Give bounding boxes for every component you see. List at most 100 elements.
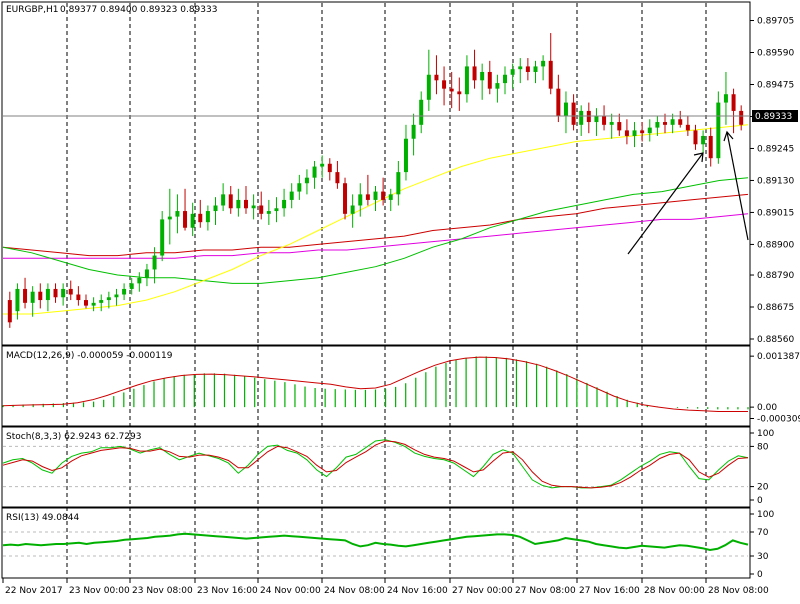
candle-body xyxy=(403,138,408,173)
candle-body xyxy=(693,130,698,145)
candle-body xyxy=(236,199,241,209)
candle-body xyxy=(541,60,546,67)
candle-body xyxy=(678,119,683,125)
macd-axis: 0.001387 0.00-0.000309 xyxy=(750,352,800,424)
sma-green-line xyxy=(2,177,749,284)
candle-body xyxy=(708,135,713,159)
time-tick-label: 27 Nov 00:00 xyxy=(452,586,513,596)
candle-body xyxy=(183,211,188,228)
candle-body xyxy=(122,288,127,295)
candle-body xyxy=(190,213,195,228)
candle-body xyxy=(563,102,568,117)
candle-body xyxy=(213,205,218,212)
candle-body xyxy=(160,219,165,256)
price-tick-label: 0.89705 xyxy=(757,17,794,27)
candle-body xyxy=(327,163,332,173)
candle-body xyxy=(503,74,508,84)
price-panel-frame xyxy=(1,1,751,346)
stoch-tick-label: 80 xyxy=(757,442,769,452)
candle-body xyxy=(15,288,20,312)
candle-body xyxy=(243,199,248,209)
candle-body xyxy=(282,199,287,209)
rsi-line xyxy=(2,532,749,552)
candle-body xyxy=(274,208,279,212)
candle-body xyxy=(640,130,645,134)
time-tick-label: 23 Nov 16:00 xyxy=(197,586,258,596)
candle-body xyxy=(23,288,28,303)
time-tick-label: 24 Nov 16:00 xyxy=(387,586,448,596)
candle-body xyxy=(426,74,431,100)
candle-body xyxy=(579,110,584,125)
arrow-up-line xyxy=(627,152,704,255)
candle-body xyxy=(30,291,35,303)
chart-header-symbol: EURGBP,H1 xyxy=(6,5,58,15)
candle-body xyxy=(419,99,424,125)
time-tick-label: 28 Nov 00:00 xyxy=(644,586,705,596)
price-tick-label: 0.89475 xyxy=(757,80,794,90)
price-tick-label: 0.89590 xyxy=(757,49,794,59)
candle-body xyxy=(663,122,668,125)
candle-body xyxy=(152,255,157,270)
candle-body xyxy=(739,110,744,125)
candle-body xyxy=(358,194,363,206)
candle-body xyxy=(617,122,622,131)
candle-body xyxy=(434,74,439,81)
time-tick-label: 23 Nov 00:00 xyxy=(69,586,130,596)
time-tick-label: 28 Nov 08:00 xyxy=(708,586,769,596)
candle-body xyxy=(335,172,340,184)
candle-body xyxy=(609,122,614,125)
candle-body xyxy=(259,205,264,214)
candle-body xyxy=(38,291,43,301)
candle-body xyxy=(701,135,706,145)
sma-magenta-line xyxy=(3,213,749,259)
price-tick-label: 0.89245 xyxy=(757,144,794,154)
stoch-tick-label: 20 xyxy=(757,483,769,493)
candle-body xyxy=(373,191,378,200)
candle-body xyxy=(114,294,119,298)
price-tick-label: 0.88560 xyxy=(757,335,794,345)
candle-body xyxy=(525,66,530,72)
macd-tick-label: -0.000309 xyxy=(757,414,800,424)
rsi-tick-label: 30 xyxy=(757,552,769,562)
candle-body xyxy=(388,194,393,200)
arrow-down-line xyxy=(726,131,749,241)
candle-body xyxy=(381,191,386,200)
time-axis: 22 Nov 2017 23 Nov 00:00 23 Nov 08:00 23 No… xyxy=(2,578,769,596)
candle-body xyxy=(487,71,492,89)
time-tick-label: 23 Nov 08:00 xyxy=(132,586,193,596)
current-price-label: 0.89333 xyxy=(755,112,792,122)
candle-body xyxy=(632,130,637,136)
macd-panel-frame xyxy=(1,345,751,427)
annotation-arrows xyxy=(627,130,749,255)
candle-body xyxy=(198,213,203,223)
candle-body xyxy=(571,102,576,125)
candle-body xyxy=(480,71,485,81)
candle-body xyxy=(602,116,607,125)
candle-body xyxy=(266,211,271,214)
time-tick-label: 22 Nov 2017 xyxy=(5,586,63,596)
candle-body xyxy=(167,216,172,220)
rsi-tick-label: 70 xyxy=(757,528,769,538)
stoch-panel-frame xyxy=(1,426,751,508)
candle-body xyxy=(228,194,233,209)
rsi-panel-frame xyxy=(1,507,751,579)
candle-body xyxy=(442,80,447,89)
price-tick-label: 0.89130 xyxy=(757,176,794,186)
candle-body xyxy=(343,183,348,214)
candle-body xyxy=(76,294,81,301)
candle-body xyxy=(716,102,721,159)
candle-body xyxy=(61,288,66,298)
macd-signal-line xyxy=(2,356,748,412)
stoch-tick-label: 100 xyxy=(757,429,774,439)
rsi-tick-label: 0 xyxy=(757,570,763,580)
candle-body xyxy=(449,88,454,92)
candle-body xyxy=(464,66,469,95)
candle-body xyxy=(221,194,226,206)
candle-body xyxy=(91,302,96,306)
candle-body xyxy=(350,205,355,214)
candle-body xyxy=(396,172,401,195)
price-tick-label: 0.88790 xyxy=(757,271,794,281)
stoch-signal-line xyxy=(2,440,749,489)
stoch-tick-label: 0 xyxy=(757,496,763,506)
